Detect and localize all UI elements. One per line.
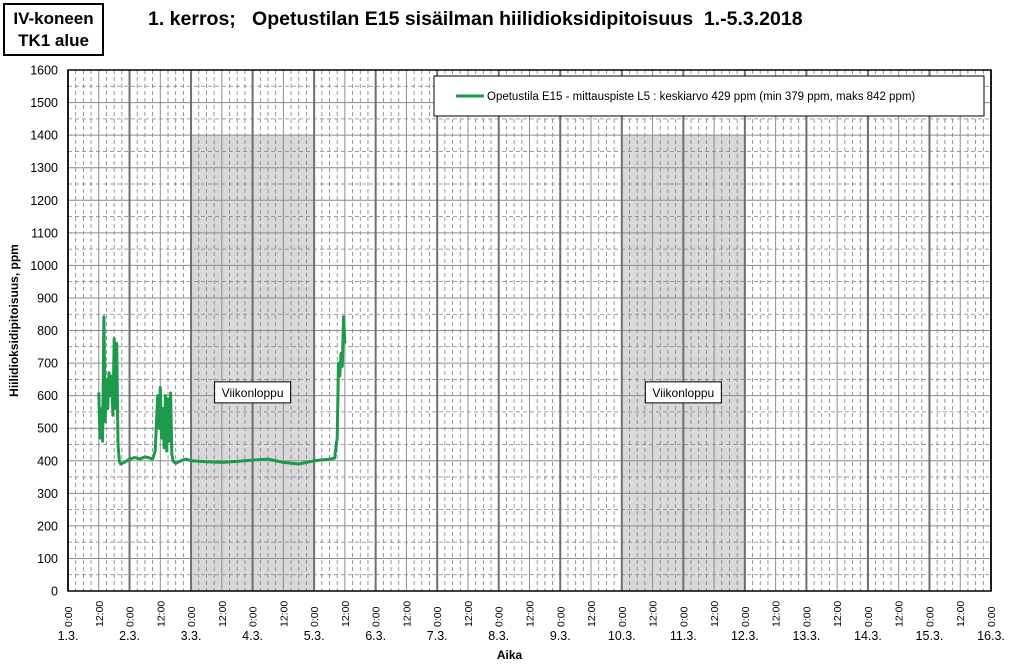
x-date-label: 4.3. [242, 629, 263, 643]
x-time-label: 0:00 [63, 606, 75, 627]
x-date-label: 2.3. [119, 629, 140, 643]
x-time-label: 12:00 [463, 601, 475, 627]
series-layer [97, 315, 347, 466]
x-time-label: 12:00 [217, 601, 229, 627]
y-tick-label: 1600 [30, 64, 58, 78]
y-axis-label: Hiilidioksidipitoisuus, ppm [7, 244, 21, 397]
x-time-label: 0:00 [432, 606, 444, 627]
legend-box [433, 75, 985, 117]
x-time-label: 12:00 [771, 601, 783, 627]
axes: 0 100 200 300 400 500 600 700 800 900 1000 1100 1200… [7, 64, 1005, 663]
y-tick-label: 400 [37, 454, 58, 468]
x-time-label: 12:00 [832, 601, 844, 627]
x-date-label: 14.3. [854, 629, 882, 643]
x-time-label: 12:00 [955, 601, 967, 627]
x-time-label: 12:00 [894, 601, 906, 627]
x-time-label: 0:00 [801, 606, 813, 627]
x-time-label: 12:00 [94, 601, 106, 627]
annotations: Viikonloppu Viikonloppu [214, 381, 722, 404]
annotation-box [644, 381, 722, 404]
y-tick-label: 300 [37, 487, 58, 501]
y-tick-label: 200 [37, 519, 58, 533]
legend-entry: Opetustila E15 - mittauspiste L5 : keski… [487, 91, 915, 103]
x-date-label: 10.3. [608, 629, 636, 643]
y-tick-label: 100 [37, 552, 58, 566]
annotation-label: Viikonloppu [222, 386, 284, 400]
x-time-label: 0:00 [617, 606, 629, 627]
y-tick-label: 700 [37, 357, 58, 371]
x-time-label: 12:00 [340, 601, 352, 627]
x-time-label: 0:00 [863, 606, 875, 627]
x-time-label: 12:00 [278, 601, 290, 627]
badge-line-2: TK1 alue [18, 30, 89, 50]
x-time-label: 12:00 [525, 601, 537, 627]
x-date-label: 1.3. [58, 629, 79, 643]
x-time-label: 0:00 [494, 606, 506, 627]
y-tick-label: 1300 [30, 161, 58, 175]
x-time-label: 0:00 [740, 606, 752, 627]
grid [67, 69, 992, 592]
x-time-label: 12:00 [155, 601, 167, 627]
x-date-label: 11.3. [670, 629, 697, 643]
x-date-label: 15.3. [916, 629, 944, 643]
x-time-label: 12:00 [401, 601, 413, 627]
x-date-label: 3.3. [181, 629, 202, 643]
x-time-label: 0:00 [248, 606, 260, 627]
x-date-label: 8.3. [488, 629, 509, 643]
x-date-label: 12.3. [731, 629, 759, 643]
annotation-label: Viikonloppu [652, 386, 714, 400]
y-tick-label: 1200 [30, 194, 58, 208]
x-time-label: 0:00 [125, 606, 137, 627]
x-date-label: 9.3. [550, 629, 571, 643]
x-date-label: 5.3. [304, 629, 325, 643]
x-time-label: 0:00 [309, 606, 321, 627]
badge-line-1: IV-koneen [13, 8, 94, 28]
y-tick-label: 1500 [30, 96, 58, 110]
y-tick-label: 500 [37, 422, 58, 436]
annotation-box [214, 381, 292, 404]
y-tick-label: 1000 [30, 259, 58, 273]
x-time-label: 0:00 [555, 606, 567, 627]
y-tick-label: 900 [37, 291, 58, 305]
y-tick-label: 800 [37, 324, 58, 338]
x-date-label: 13.3. [792, 629, 820, 643]
y-tick-label: 1100 [31, 226, 58, 240]
y-tick-label: 1400 [30, 129, 58, 143]
x-date-label: 6.3. [365, 629, 386, 643]
area-badge: IV-koneen TK1 alue [3, 3, 104, 56]
x-date-label: 7.3. [427, 629, 448, 643]
y-tick-label: 0 [51, 585, 58, 599]
legend: Opetustila E15 - mittauspiste L5 : keski… [433, 75, 985, 117]
x-time-label: 0:00 [371, 606, 383, 627]
y-tick-label: 600 [37, 389, 58, 403]
x-time-label: 12:00 [648, 601, 660, 627]
plot-frame [67, 69, 992, 592]
x-date-label: 16.3. [977, 629, 1005, 643]
x-time-label: 0:00 [678, 606, 690, 627]
x-time-label: 0:00 [924, 606, 936, 627]
series-line [97, 315, 347, 466]
x-time-label: 12:00 [586, 601, 598, 627]
x-time-label: 0:00 [186, 606, 198, 627]
chart-title: 1. kerros; Opetustilan E15 sisäilman hii… [148, 8, 803, 30]
x-axis-label: Aika [497, 648, 523, 662]
x-time-label: 12:00 [709, 601, 721, 627]
x-time-label: 0:00 [986, 606, 998, 627]
